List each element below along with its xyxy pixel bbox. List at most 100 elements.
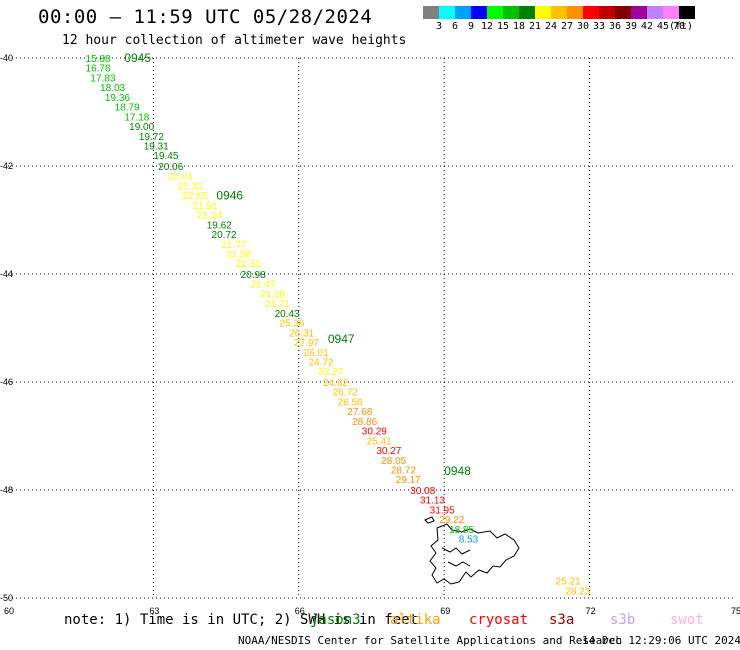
track-time-label: 0947 xyxy=(328,332,355,346)
wave-height-value: 21.24 xyxy=(197,211,222,222)
wave-height-value: 21.91 xyxy=(192,201,217,212)
legend-label: 3 xyxy=(435,21,443,32)
wave-height-value: 28.05 xyxy=(381,456,406,467)
satellite-name: s3b xyxy=(610,612,636,628)
islet xyxy=(424,516,435,524)
wave-height-value: 26.56 xyxy=(338,397,363,408)
kerguelen-islands-outline xyxy=(424,516,520,585)
lon-tick-label: 69 xyxy=(440,606,450,616)
wave-height-value: 25.21 xyxy=(556,577,581,588)
wave-height-value: 26.31 xyxy=(289,328,314,339)
wave-height-value: 29.22 xyxy=(439,515,464,526)
satellite-name: swot xyxy=(670,612,704,628)
wave-height-value: 20.43 xyxy=(275,309,300,320)
wave-height-value: 18.85 xyxy=(449,525,474,536)
wave-height-value: 27.97 xyxy=(294,338,319,349)
wave-height-value: 20.98 xyxy=(241,270,266,281)
map-grid xyxy=(8,57,735,599)
wave-height-value: 28.86 xyxy=(352,417,377,428)
wave-height-value: 26.72 xyxy=(333,388,358,399)
wave-height-value: 21.18 xyxy=(260,289,285,300)
island-inlet xyxy=(447,561,471,567)
legend-label: 9 xyxy=(467,21,475,32)
wave-height-value: 15.88 xyxy=(86,54,111,65)
wave-height-value: 19.36 xyxy=(105,93,130,104)
legend-swatch xyxy=(647,6,663,19)
wave-height-value: 30.27 xyxy=(376,446,401,457)
legend-swatch xyxy=(519,6,535,19)
wave-height-value: 21.58 xyxy=(226,249,251,260)
legend-label: 27 xyxy=(560,21,574,32)
legend-label: 6 xyxy=(451,21,459,32)
wave-height-value: 19.00 xyxy=(129,122,154,133)
legend-label: 30 xyxy=(576,21,590,32)
legend-swatch xyxy=(599,6,615,19)
credit-line: NOAA/NESDIS Center for Satellite Applica… xyxy=(238,634,623,647)
legend-label: 36 xyxy=(608,21,622,32)
legend-swatch xyxy=(439,6,455,19)
wave-height-value: 20.72 xyxy=(212,230,237,241)
satellite-name: jason3 xyxy=(310,612,361,628)
legend-swatch xyxy=(503,6,519,19)
wave-height-value: 19.45 xyxy=(153,151,178,162)
wave-height-value: 31.13 xyxy=(420,496,445,507)
wave-height-value: 25.41 xyxy=(367,436,392,447)
lon-tick-label: 60 xyxy=(4,606,14,616)
island-inlet xyxy=(441,547,471,555)
legend-swatch xyxy=(423,6,439,19)
track-time-label: 0946 xyxy=(216,189,243,203)
satellite-name: altika xyxy=(390,612,441,628)
wave-height-value: 28.72 xyxy=(391,465,416,476)
wave-height-value: 27.68 xyxy=(347,407,372,418)
wave-height-value: 21.77 xyxy=(221,240,246,251)
lon-tick-label: 72 xyxy=(586,606,596,616)
legend-swatch xyxy=(567,6,583,19)
lat-tick-label: -40 xyxy=(0,53,13,63)
legend-label: 39 xyxy=(624,21,638,32)
legend-swatches xyxy=(423,6,740,19)
legend-swatch xyxy=(535,6,551,19)
wave-height-value: 30.08 xyxy=(410,486,435,497)
wave-height-value: 18.03 xyxy=(100,83,125,94)
lon-tick-label: 63 xyxy=(149,606,159,616)
wave-height-value: 20.06 xyxy=(158,162,183,173)
wave-height-value: 21.47 xyxy=(250,280,275,291)
track-time-label: 0948 xyxy=(444,464,471,478)
lat-tick-label: -42 xyxy=(0,161,13,171)
legend-label: (ft) xyxy=(668,21,694,32)
legend-label: 21 xyxy=(528,21,542,32)
wave-height-value: 16.78 xyxy=(86,64,111,75)
satellite-name: cryosat xyxy=(469,612,529,628)
legend-label: 42 xyxy=(640,21,654,32)
legend-swatch xyxy=(551,6,567,19)
lat-tick-label: -46 xyxy=(0,377,13,387)
wave-height-value: 17.18 xyxy=(124,112,149,123)
wave-height-value: 17.83 xyxy=(90,73,115,84)
legend-labels: 3 6 9 12 15 18 21 24 27 30 33 36 39 42 45 70 (ft) xyxy=(423,19,740,33)
color-legend: 3 6 9 12 15 18 21 24 27 30 33 36 39 42 45 70 (ft) xyxy=(423,6,740,33)
wave-height-value: 21.21 xyxy=(265,299,290,310)
wave-height-value: 23.27 xyxy=(318,367,343,378)
wave-height-value: 19.72 xyxy=(139,132,164,143)
legend-swatch xyxy=(663,6,679,19)
lon-tick-label: 75 xyxy=(731,606,740,616)
legend-label: 18 xyxy=(512,21,526,32)
lon-tick-label: 66 xyxy=(295,606,305,616)
wave-height-value: 29.17 xyxy=(396,475,421,486)
legend-swatch xyxy=(679,6,695,19)
map-subtitle: 12 hour collection of altimeter wave hei… xyxy=(62,33,407,48)
island-outline xyxy=(429,523,520,585)
axis-ticks: -40 -42 -44 -46 -48 -50 60 63 66 69 72 75 xyxy=(0,53,740,616)
satellite-name: s3a xyxy=(549,612,575,628)
wave-height-labels: 15.8816.7817.8318.0319.3618.7917.1819.00… xyxy=(86,54,591,597)
map-title: 00:00 – 11:59 UTC 05/28/2024 xyxy=(38,6,373,28)
wave-height-value: 18.79 xyxy=(115,103,140,114)
wave-height-value: 28.23 xyxy=(565,586,590,597)
legend-swatch xyxy=(455,6,471,19)
legend-label: 15 xyxy=(496,21,510,32)
legend-swatch xyxy=(615,6,631,19)
legend-swatch xyxy=(631,6,647,19)
wave-height-value: 21.31 xyxy=(178,181,203,192)
wave-height-value: 22.65 xyxy=(182,191,207,202)
